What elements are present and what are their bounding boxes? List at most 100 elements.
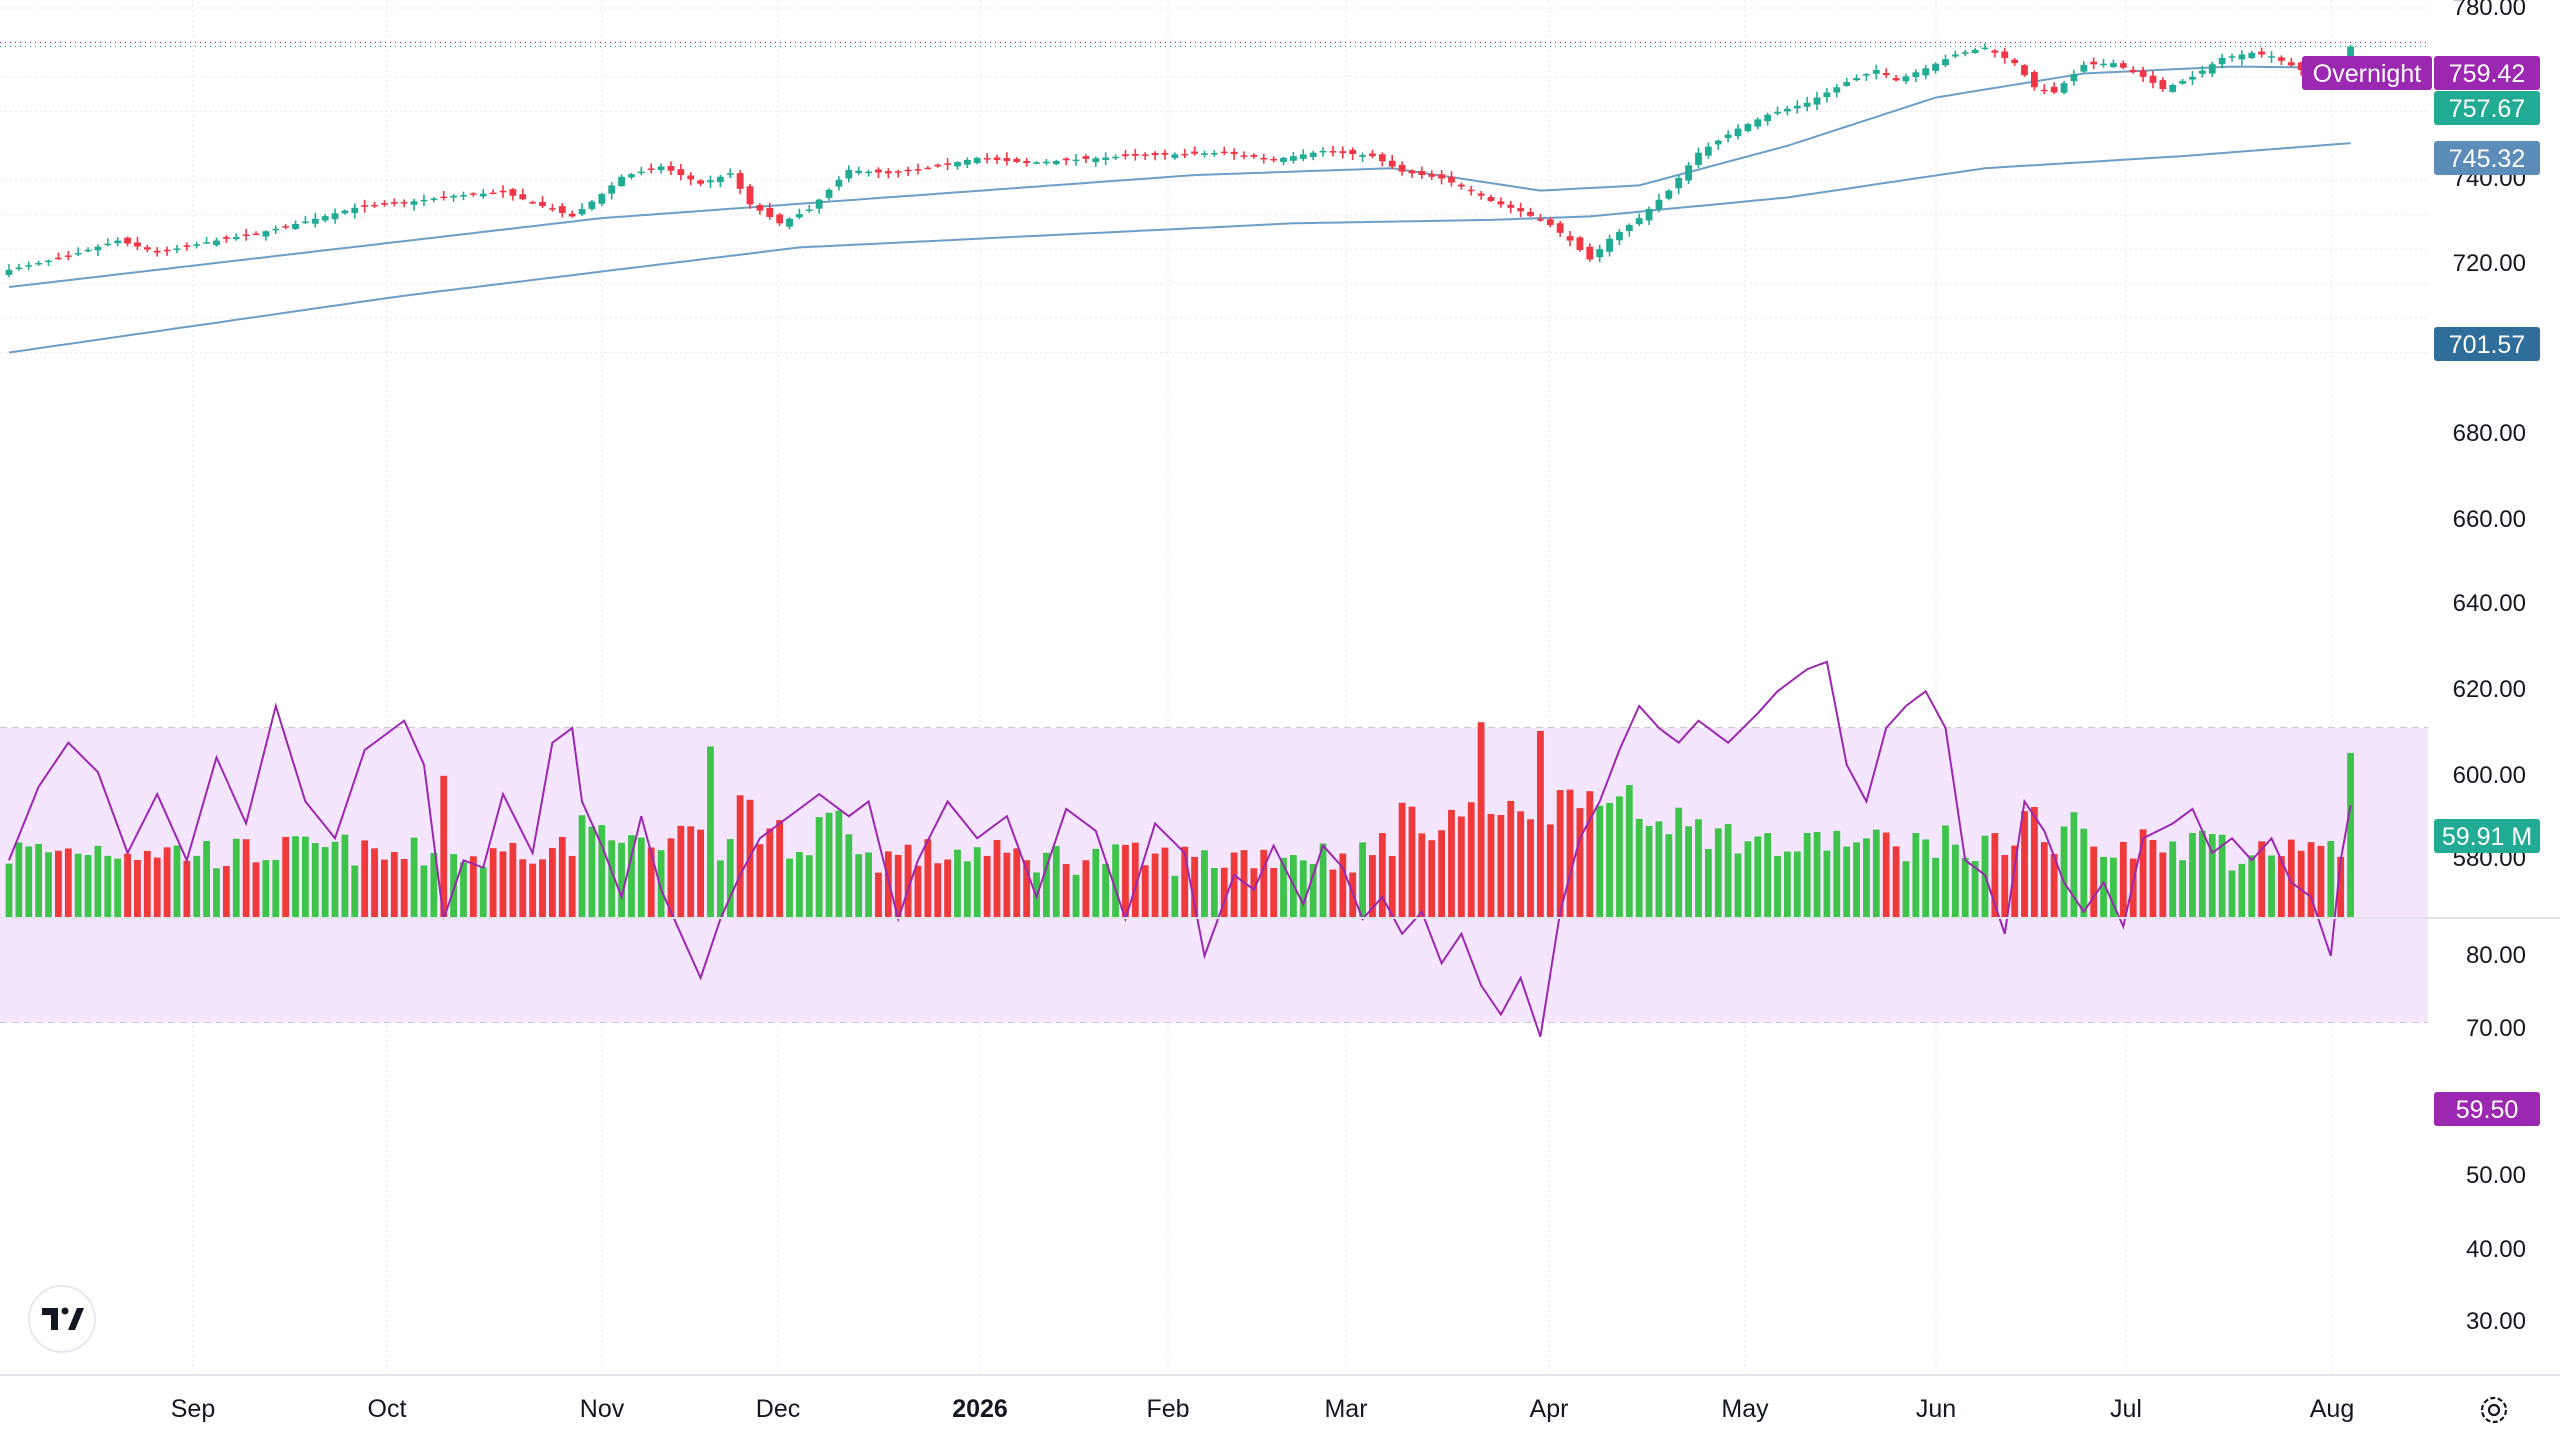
candle-body	[114, 240, 122, 244]
volume-bar	[1220, 867, 1228, 918]
volume-bar	[183, 860, 191, 918]
volume-bar	[1912, 832, 1920, 918]
candle-body	[1793, 105, 1801, 109]
candle-body	[292, 224, 299, 230]
volume-bar	[5, 863, 13, 918]
candle-body	[469, 193, 477, 195]
volume-bar	[2169, 841, 2177, 918]
candle-body	[193, 244, 201, 246]
moving-averages	[0, 41, 2428, 354]
gear-hub	[2487, 1403, 2501, 1417]
volume-bar	[104, 855, 112, 918]
volume-bar	[1616, 796, 1623, 918]
ma200-badge: 701.57	[2434, 327, 2540, 361]
volume-bar	[1102, 864, 1110, 918]
volume-bar	[134, 859, 141, 918]
volume-bar	[1625, 785, 1633, 918]
candle-body	[1220, 151, 1228, 154]
volume-bar	[2011, 845, 2019, 918]
candle-body	[45, 260, 52, 263]
candle-body	[1576, 237, 1584, 251]
volume-bar	[1823, 850, 1831, 918]
candle-body	[1240, 155, 1248, 157]
volume-bar	[2327, 840, 2335, 918]
volume-bar	[1329, 869, 1337, 918]
candle-body	[2031, 71, 2038, 88]
candle-body	[371, 204, 378, 207]
candle-body	[183, 245, 191, 247]
volume-bar	[1378, 833, 1386, 918]
candle-body	[677, 169, 685, 176]
candle-body	[2179, 80, 2186, 84]
candle-body	[1863, 74, 1870, 76]
candle-body	[1566, 236, 1574, 241]
time-axis-label: Aug	[2310, 1395, 2354, 1423]
candle-body	[1704, 146, 1712, 156]
overnight-price-badge: 759.42	[2434, 56, 2540, 90]
price-tick-label: 720.00	[2453, 250, 2526, 277]
candle-body	[15, 267, 23, 270]
volume-bar	[2001, 854, 2009, 918]
settings-icon[interactable]	[2480, 1396, 2508, 1424]
volume-bar	[292, 836, 299, 918]
logo-mark-t	[42, 1308, 58, 1330]
candle-body	[2100, 63, 2107, 66]
candle-body	[1062, 158, 1070, 161]
volume-bar	[746, 799, 754, 918]
volume-bar	[1655, 821, 1663, 918]
volume-bar	[687, 826, 695, 918]
volume-bar	[1546, 824, 1554, 918]
price-tick-label: 660.00	[2453, 506, 2526, 533]
candle-body	[124, 237, 131, 244]
volume-bar	[2307, 842, 2315, 918]
candle-body	[5, 269, 13, 275]
volume-bar	[1003, 852, 1011, 918]
candle-body	[2090, 61, 2098, 65]
volume-bar	[1902, 861, 1910, 918]
candle-body	[252, 233, 260, 236]
volume-bar	[143, 850, 151, 918]
candle-body	[1951, 54, 1959, 57]
volume-bar	[805, 855, 813, 918]
last-price-badge: 757.67	[2434, 91, 2540, 125]
volume-bar	[1507, 800, 1515, 918]
volume-bar	[1161, 847, 1169, 918]
volume-bar	[1092, 848, 1100, 918]
candle-body	[2238, 54, 2246, 60]
candle-body	[1448, 176, 1455, 183]
volume-bar	[1843, 846, 1851, 918]
volume-bar	[331, 841, 339, 918]
candle-body	[1487, 197, 1495, 201]
volume-bar	[351, 865, 359, 918]
candle-body	[331, 213, 339, 220]
volume-bar	[707, 746, 714, 918]
volume-bar	[2208, 833, 2216, 918]
candle-body	[381, 203, 388, 205]
volume-bar	[954, 849, 961, 918]
time-axis-label: Jun	[1916, 1395, 1956, 1423]
volume-bar	[845, 834, 853, 918]
candle-body	[1586, 246, 1594, 260]
volume-bar	[489, 848, 497, 918]
volume-bar	[1487, 814, 1495, 918]
volume-bar	[1635, 818, 1643, 918]
volume-bar	[1586, 791, 1594, 918]
volume-bar	[2347, 752, 2354, 918]
candle-body	[1359, 155, 1366, 157]
volume-bar	[173, 845, 181, 918]
candle-body	[1942, 59, 1949, 66]
candle-body	[2129, 69, 2137, 73]
candle-body	[1210, 153, 1218, 155]
candle-body	[904, 169, 912, 172]
candle-body	[973, 157, 981, 164]
candle-body	[232, 237, 240, 240]
volume-bar	[2031, 806, 2038, 918]
volume-bar	[667, 838, 675, 918]
candle-body	[94, 246, 102, 251]
candle-body	[786, 218, 793, 227]
candle-body	[1606, 238, 1613, 252]
volume-bar	[1438, 830, 1445, 918]
candle-body	[1023, 160, 1031, 164]
candle-body	[519, 194, 527, 200]
candle-body	[2040, 89, 2048, 92]
